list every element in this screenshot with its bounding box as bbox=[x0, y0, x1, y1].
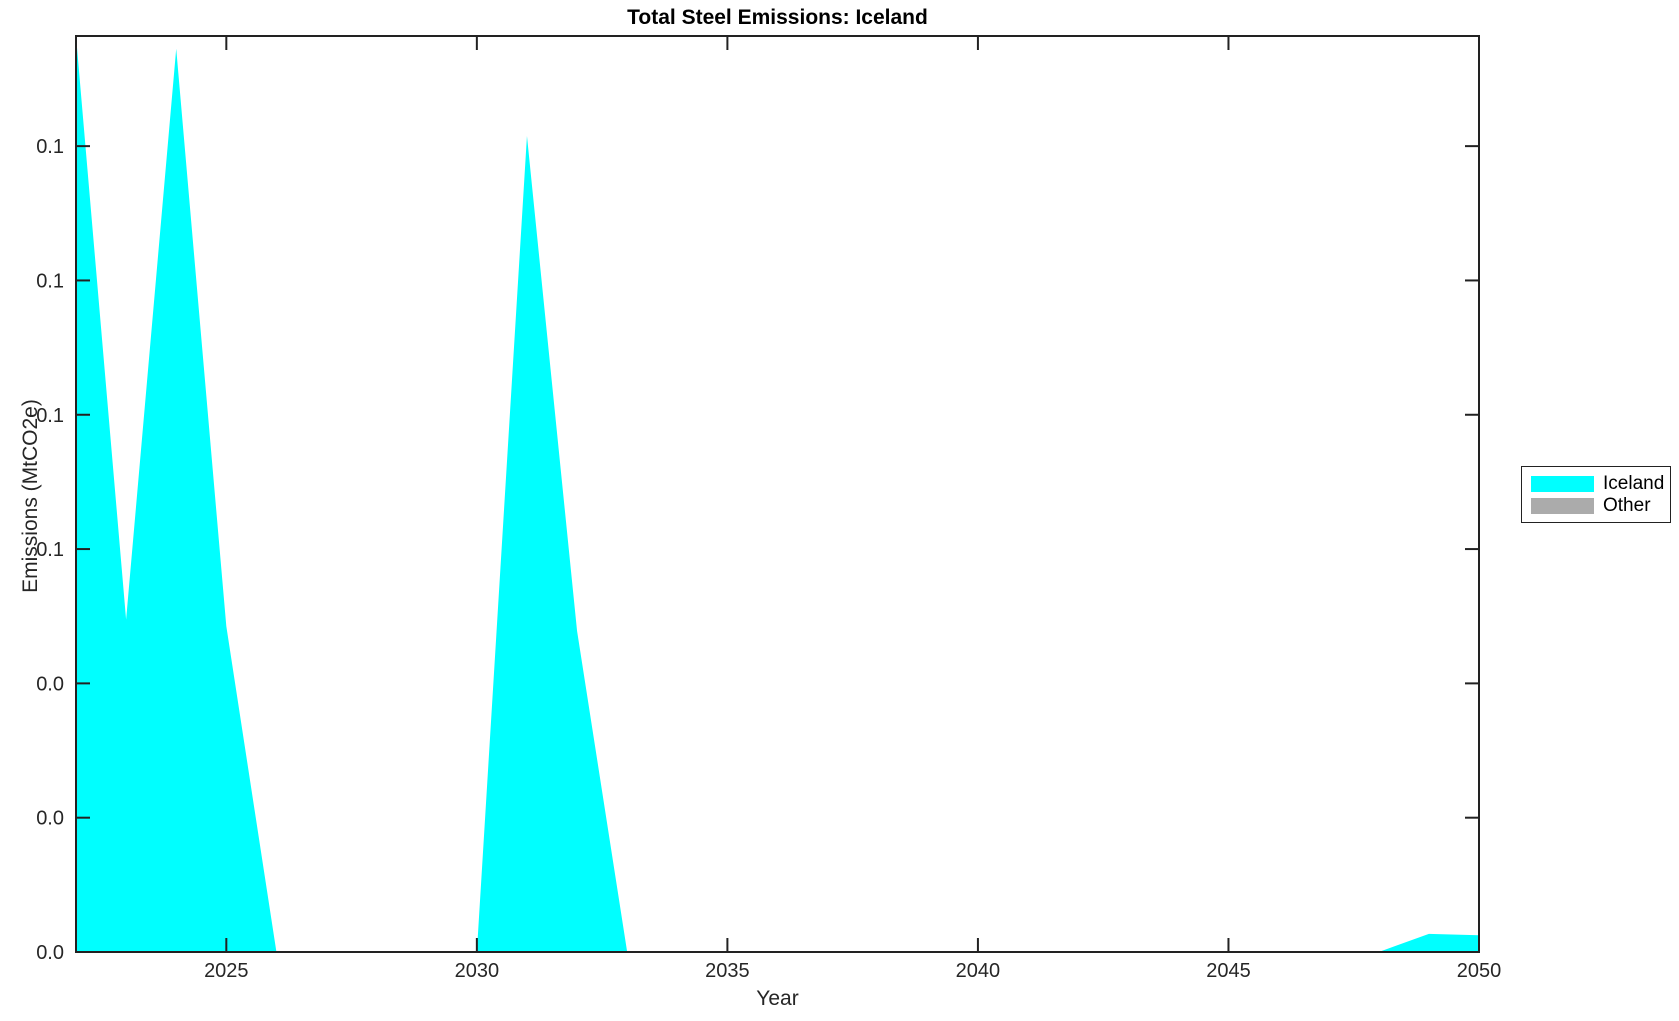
axes-box bbox=[75, 35, 1480, 953]
y-tick-label: 0.1 bbox=[36, 136, 64, 158]
legend-label: Other bbox=[1603, 495, 1651, 516]
x-tick-label: 2035 bbox=[705, 960, 750, 982]
legend-entry-iceland: Iceland bbox=[1522, 473, 1670, 495]
y-tick-label: 0.0 bbox=[36, 673, 64, 695]
y-tick-label: 0.1 bbox=[36, 270, 64, 292]
legend-label: Iceland bbox=[1603, 473, 1665, 494]
x-axis-label: Year bbox=[756, 987, 799, 1010]
y-tick-label: 0.1 bbox=[36, 539, 64, 561]
y-tick-label: 0.1 bbox=[36, 405, 64, 427]
legend-entry-other: Other bbox=[1522, 495, 1670, 517]
legend: Iceland Other bbox=[1521, 466, 1671, 523]
chart-title: Total Steel Emissions: Iceland bbox=[627, 6, 928, 29]
x-tick-label: 2040 bbox=[956, 960, 1001, 982]
area-series-other bbox=[76, 36, 1479, 952]
y-tick-label: 0.0 bbox=[36, 942, 64, 964]
y-tick-label: 0.0 bbox=[36, 808, 64, 830]
x-tick-label: 2045 bbox=[1206, 960, 1251, 982]
area-series-iceland bbox=[76, 36, 1479, 952]
x-tick-label: 2030 bbox=[455, 960, 500, 982]
x-tick-label: 2050 bbox=[1457, 960, 1502, 982]
legend-swatch-iceland bbox=[1531, 476, 1594, 492]
legend-swatch-other bbox=[1531, 498, 1594, 514]
x-tick-label: 2025 bbox=[204, 960, 249, 982]
